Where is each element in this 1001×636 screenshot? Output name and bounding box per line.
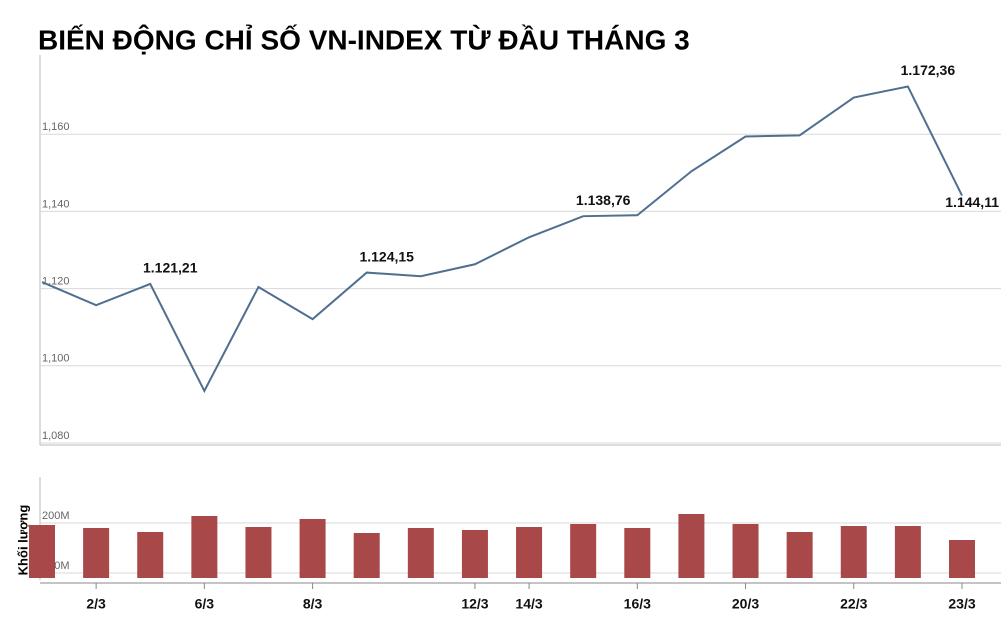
bar <box>191 516 218 578</box>
bar <box>461 530 488 578</box>
bar <box>732 524 759 578</box>
bar <box>137 532 164 578</box>
x-tick-label: 6/3 <box>195 596 215 612</box>
data-label: 1.121,21 <box>143 260 198 276</box>
bar <box>29 525 55 578</box>
data-label: 1.124,15 <box>359 248 414 264</box>
x-tick-label: 23/3 <box>948 596 975 612</box>
y-tick-label: 200M <box>42 510 70 522</box>
x-tick-label: 22/3 <box>840 596 867 612</box>
chart-title: BIẾN ĐỘNG CHỈ SỐ VN-INDEX TỪ ĐẦU THÁNG 3 <box>38 23 690 55</box>
y-tick-label: 1,140 <box>42 198 70 210</box>
bar <box>570 524 597 578</box>
x-tick-label: 12/3 <box>461 596 488 612</box>
bar <box>245 527 272 578</box>
bar <box>299 519 326 578</box>
bar <box>624 528 651 578</box>
bar <box>407 528 434 578</box>
bar <box>678 514 705 578</box>
bar <box>83 528 110 578</box>
x-tick-label: 8/3 <box>303 596 323 612</box>
x-tick-label: 16/3 <box>624 596 651 612</box>
y-tick-label: 1,100 <box>42 353 70 365</box>
y-tick-label: 1,080 <box>42 430 70 442</box>
y-tick-label: 1,160 <box>42 121 70 133</box>
y-axis-label: Khối lượng <box>15 505 30 576</box>
x-tick-label: 14/3 <box>515 596 542 612</box>
bar <box>949 540 975 578</box>
y-tick-label: 1,120 <box>42 276 70 288</box>
line <box>41 85 963 394</box>
data-label: 1.172,36 <box>901 62 956 78</box>
bar <box>786 532 813 578</box>
bar <box>840 526 867 578</box>
x-tick-label: 2/3 <box>86 596 106 612</box>
data-label: 1.138,76 <box>576 192 631 208</box>
bar <box>353 533 380 578</box>
x-tick-label: 20/3 <box>732 596 759 612</box>
bar <box>516 527 543 578</box>
data-label: 1.144,11 <box>945 194 999 210</box>
bar <box>894 526 921 578</box>
